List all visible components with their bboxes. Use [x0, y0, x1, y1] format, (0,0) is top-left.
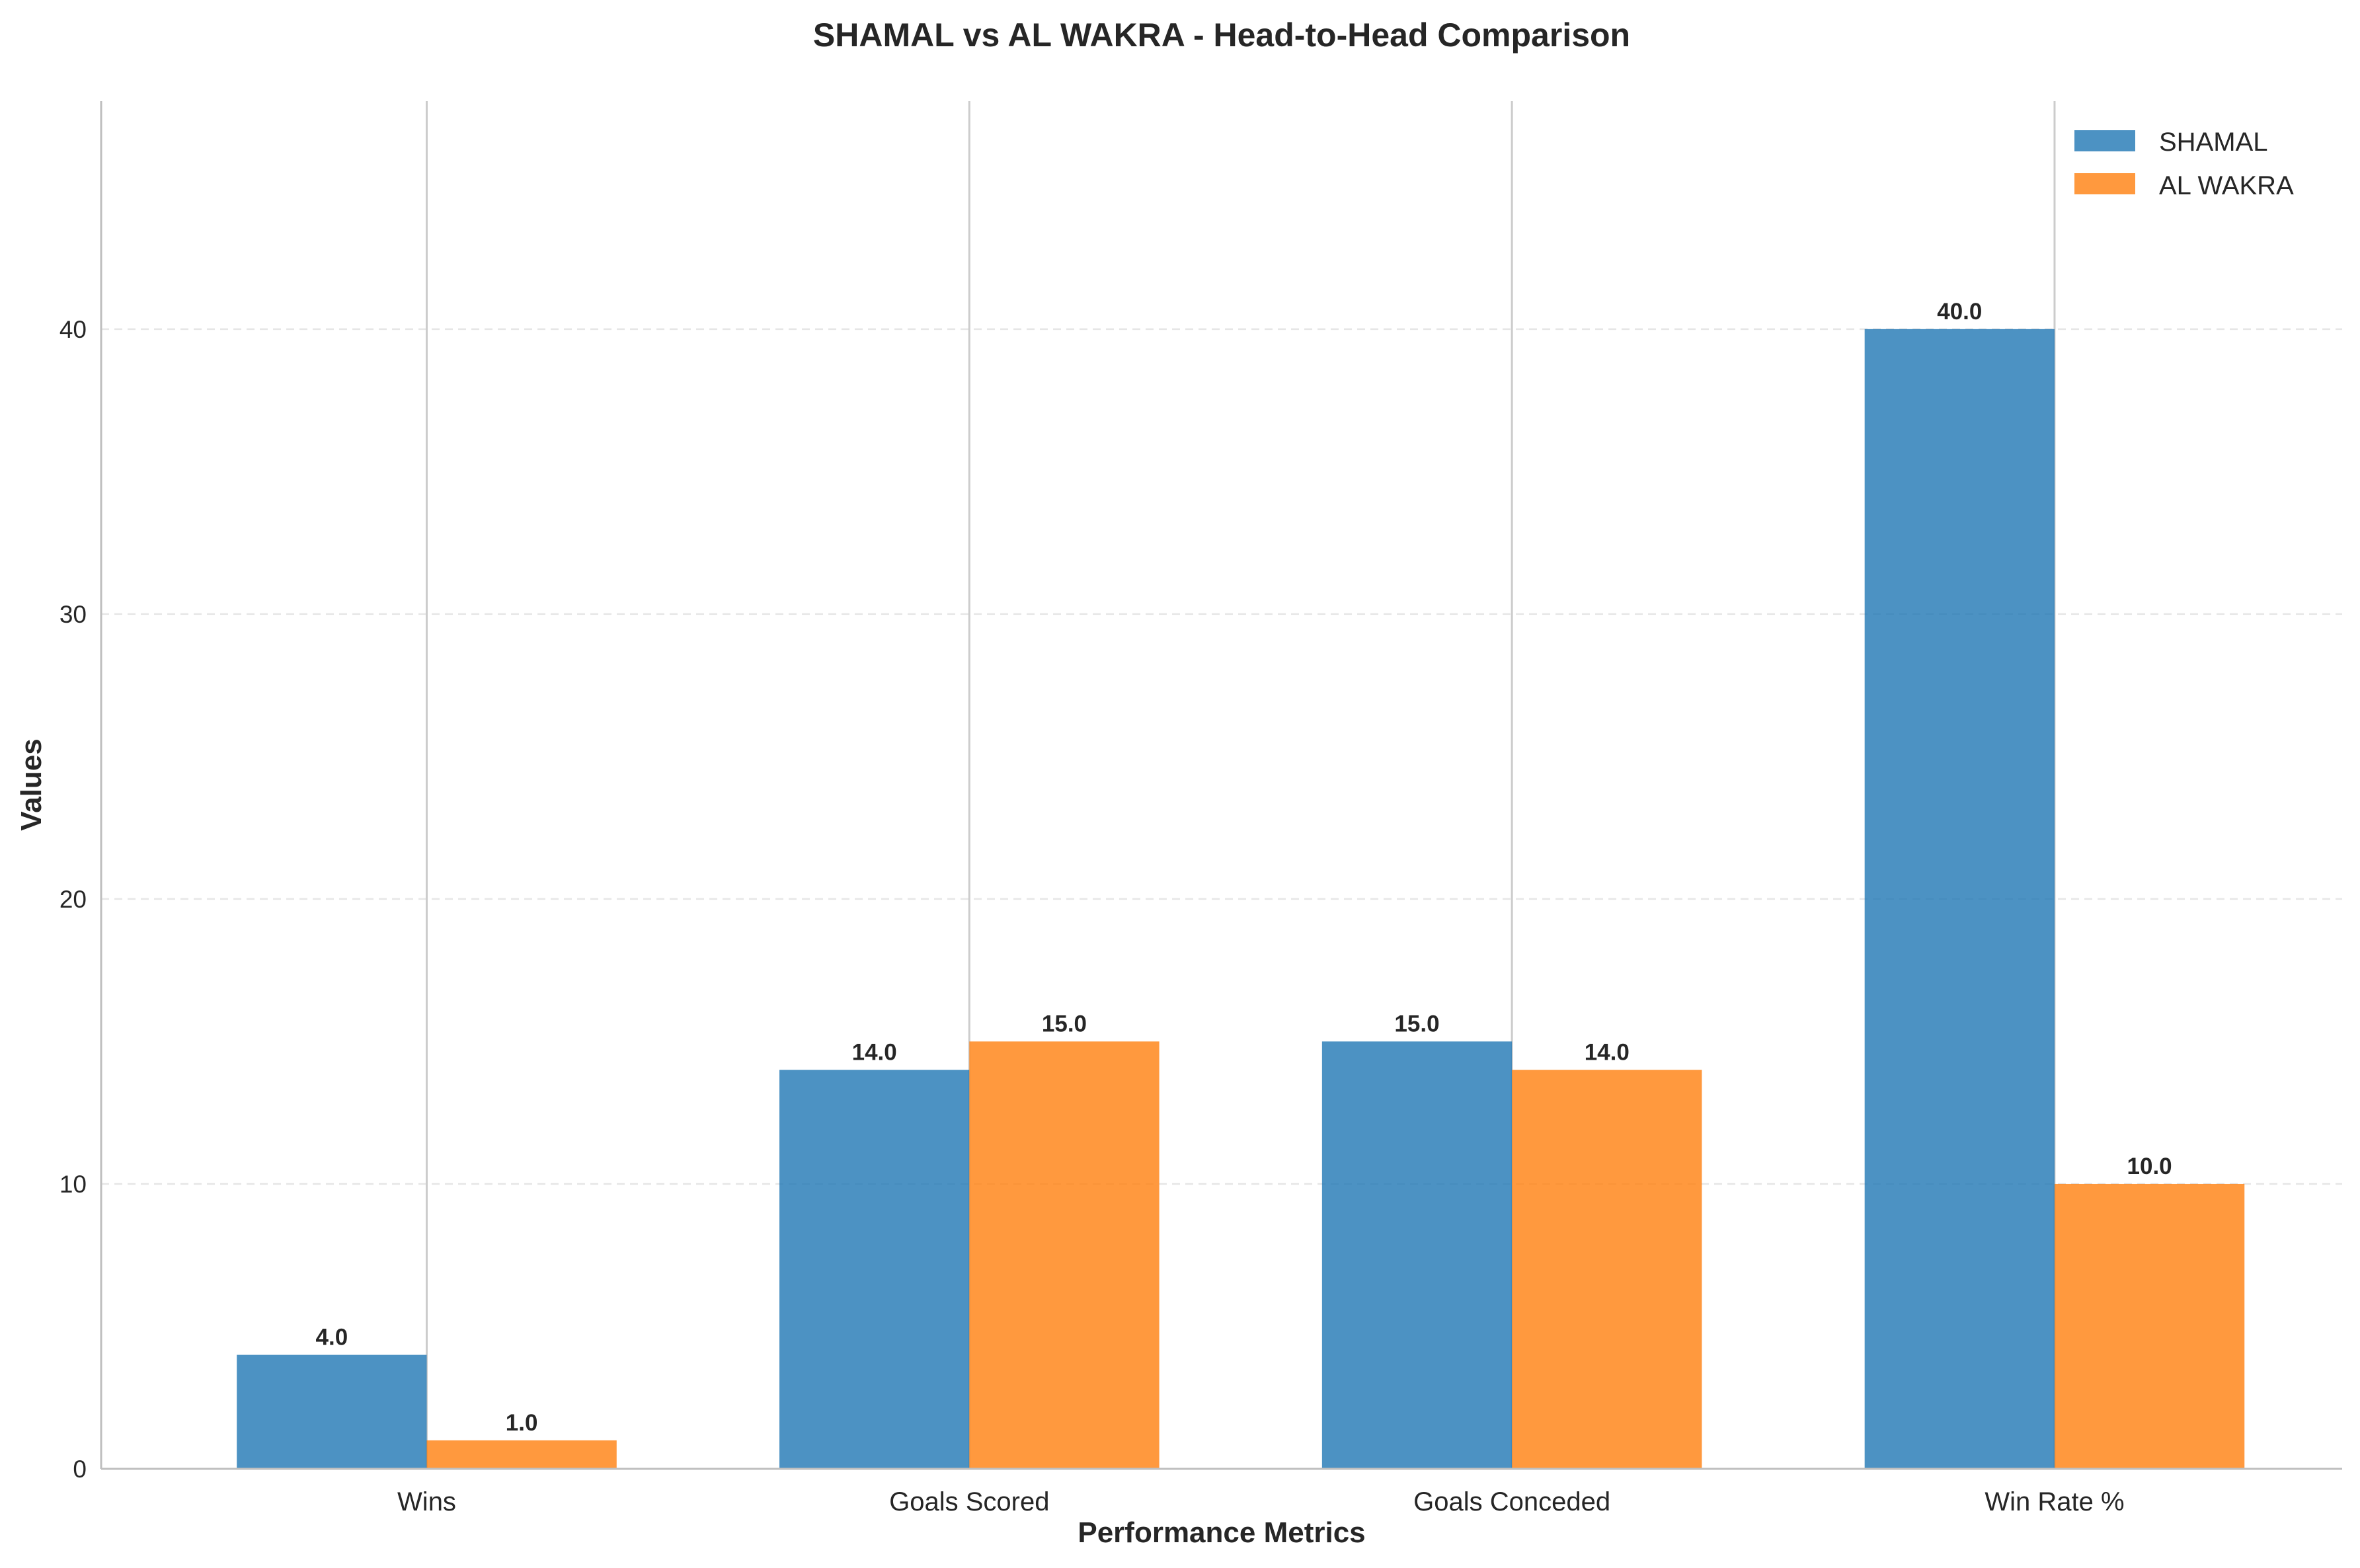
y-tick-label: 0	[73, 1456, 87, 1483]
legend-swatch-shamal	[2074, 130, 2135, 151]
y-tick-label: 20	[59, 886, 87, 913]
y-tick-label: 40	[59, 316, 87, 343]
data-label-shamal: 15.0	[1394, 1011, 1439, 1037]
x-tick-label: Wins	[397, 1487, 456, 1516]
y-tick-label: 30	[59, 601, 87, 628]
bar-shamal	[1321, 1041, 1513, 1469]
legend-label-shamal: SHAMAL	[2159, 128, 2268, 157]
bar-shamal	[779, 1070, 970, 1469]
y-tick-labels: 0 10 20 30 40	[59, 316, 87, 1483]
x-tick-label: Goals Scored	[889, 1487, 1049, 1516]
bar-al-wakra	[969, 1041, 1160, 1469]
data-label-al-wakra: 10.0	[2127, 1154, 2172, 1179]
y-tick-label: 10	[59, 1171, 87, 1198]
chart-title: SHAMAL vs AL WAKRA - Head-to-Head Compar…	[813, 17, 1630, 54]
x-axis-label: Performance Metrics	[1078, 1516, 1365, 1549]
data-label-al-wakra: 14.0	[1585, 1040, 1630, 1066]
x-tick-label: Win Rate %	[1985, 1487, 2124, 1516]
bars	[237, 329, 2245, 1469]
legend-swatch-al-wakra	[2074, 173, 2135, 194]
bar-shamal	[237, 1354, 427, 1469]
x-tick-labels: Wins Goals Scored Goals Conceded Win Rate %	[397, 1487, 2125, 1516]
bar-al-wakra	[1512, 1070, 1702, 1469]
bar-al-wakra	[426, 1440, 617, 1469]
data-label-al-wakra: 15.0	[1042, 1011, 1087, 1037]
x-tick-label: Goals Conceded	[1413, 1487, 1610, 1516]
data-labels: 4.0 14.0 15.0 40.0 1.0 15.0 14.0 10.0	[316, 299, 2172, 1436]
bar-al-wakra	[2054, 1183, 2245, 1469]
data-label-shamal: 40.0	[1937, 299, 1982, 325]
legend: SHAMAL AL WAKRA	[2074, 128, 2294, 200]
data-label-shamal: 4.0	[316, 1325, 348, 1351]
legend-label-al-wakra: AL WAKRA	[2159, 171, 2294, 200]
bar-shamal	[1864, 329, 2055, 1469]
data-label-shamal: 14.0	[852, 1040, 897, 1066]
y-axis-label: Values	[15, 738, 48, 830]
data-label-al-wakra: 1.0	[506, 1410, 538, 1436]
